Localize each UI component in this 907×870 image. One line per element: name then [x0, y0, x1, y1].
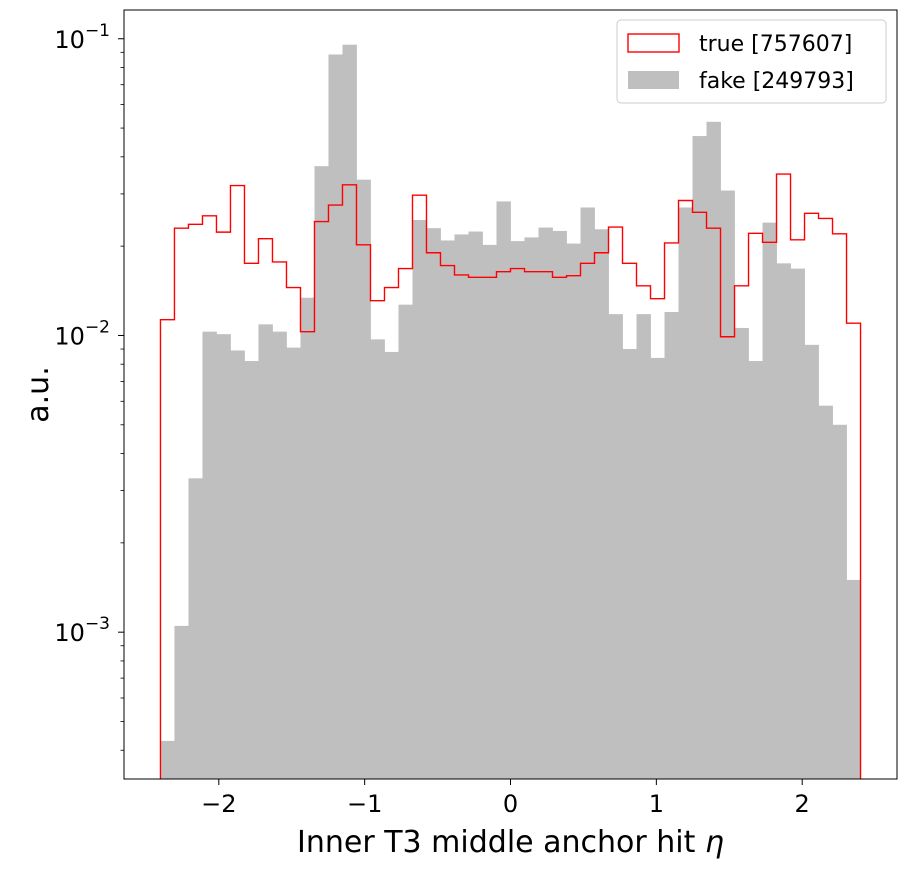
y-axis: 10−3 10−2 10−1 [54, 21, 124, 751]
fake-bar [286, 347, 301, 779]
fake-bar [594, 229, 609, 779]
fake-bar [328, 54, 343, 779]
fake-bar [244, 361, 259, 779]
fake-bar [398, 304, 413, 779]
fake-bar [566, 243, 581, 780]
x-tick-label: 1 [649, 790, 664, 818]
fake-bar [524, 237, 539, 779]
eta-symbol: η [705, 825, 724, 860]
fake-bar [426, 228, 441, 779]
y-tick-label: 10−1 [54, 21, 110, 54]
fake-bar [622, 349, 637, 779]
fake-bar [202, 331, 217, 779]
legend: true [757607] fake [249793] [616, 19, 887, 104]
y-axis-title: a.u. [21, 366, 56, 422]
legend-box [616, 19, 887, 104]
fake-bar [216, 334, 231, 779]
x-tick-label: 0 [503, 790, 518, 818]
y-tick-label: 10−2 [54, 317, 110, 350]
fake-bar [720, 190, 735, 779]
x-tick-label: −1 [347, 790, 382, 818]
fake-bar [356, 179, 371, 779]
fake-bar [496, 201, 511, 779]
fake-bar [160, 740, 175, 779]
fake-bar [790, 268, 805, 779]
fake-bar [482, 244, 497, 780]
fake-bar [636, 314, 651, 779]
legend-swatch-fake [628, 71, 679, 89]
fake-bar [412, 219, 427, 780]
fake-bar [846, 579, 861, 779]
fake-bar [468, 231, 483, 780]
fake-bar [370, 339, 385, 779]
fake-bar [762, 222, 777, 779]
fake-bar [706, 121, 721, 780]
fake-bar [258, 324, 273, 779]
x-axis-title-text: Inner T3 middle anchor hit [297, 825, 705, 860]
fake-bar [538, 227, 553, 779]
fake-bar [342, 44, 357, 779]
fake-bar [580, 207, 595, 780]
fake-histogram-bars [160, 44, 861, 780]
fake-bar [650, 357, 665, 779]
fake-bar [734, 327, 749, 779]
fake-bar [314, 166, 329, 779]
fake-bar [300, 297, 315, 779]
fake-bar [440, 240, 455, 780]
fake-bar [692, 136, 707, 780]
fake-bar [776, 263, 791, 780]
y-tick-label: 10−3 [54, 614, 110, 647]
legend-swatch-true [627, 33, 680, 53]
fake-bar [272, 331, 287, 779]
fake-bar [552, 230, 567, 780]
fake-bar [832, 424, 847, 779]
x-axis-title: Inner T3 middle anchor hit η [297, 825, 724, 860]
fake-bar [664, 311, 679, 779]
legend-label-fake: fake [249793] [699, 69, 854, 94]
fake-bar [678, 207, 693, 780]
fake-bar [608, 314, 623, 779]
x-axis: −2 −1 0 1 2 [201, 779, 810, 818]
fake-bar [230, 350, 245, 779]
fake-bar [454, 234, 469, 779]
legend-label-true: true [757607] [699, 32, 852, 57]
fake-bar [188, 478, 203, 779]
fake-bar [174, 625, 189, 779]
x-tick-label: 2 [795, 790, 810, 818]
fake-bar [804, 344, 819, 779]
fake-bar [748, 361, 763, 779]
true-step-line [159, 173, 862, 779]
fake-bar [818, 405, 833, 779]
fake-bar [510, 241, 525, 780]
true-histogram-outline [159, 173, 862, 779]
fake-bar [384, 351, 399, 779]
x-tick-label: −2 [201, 790, 236, 818]
